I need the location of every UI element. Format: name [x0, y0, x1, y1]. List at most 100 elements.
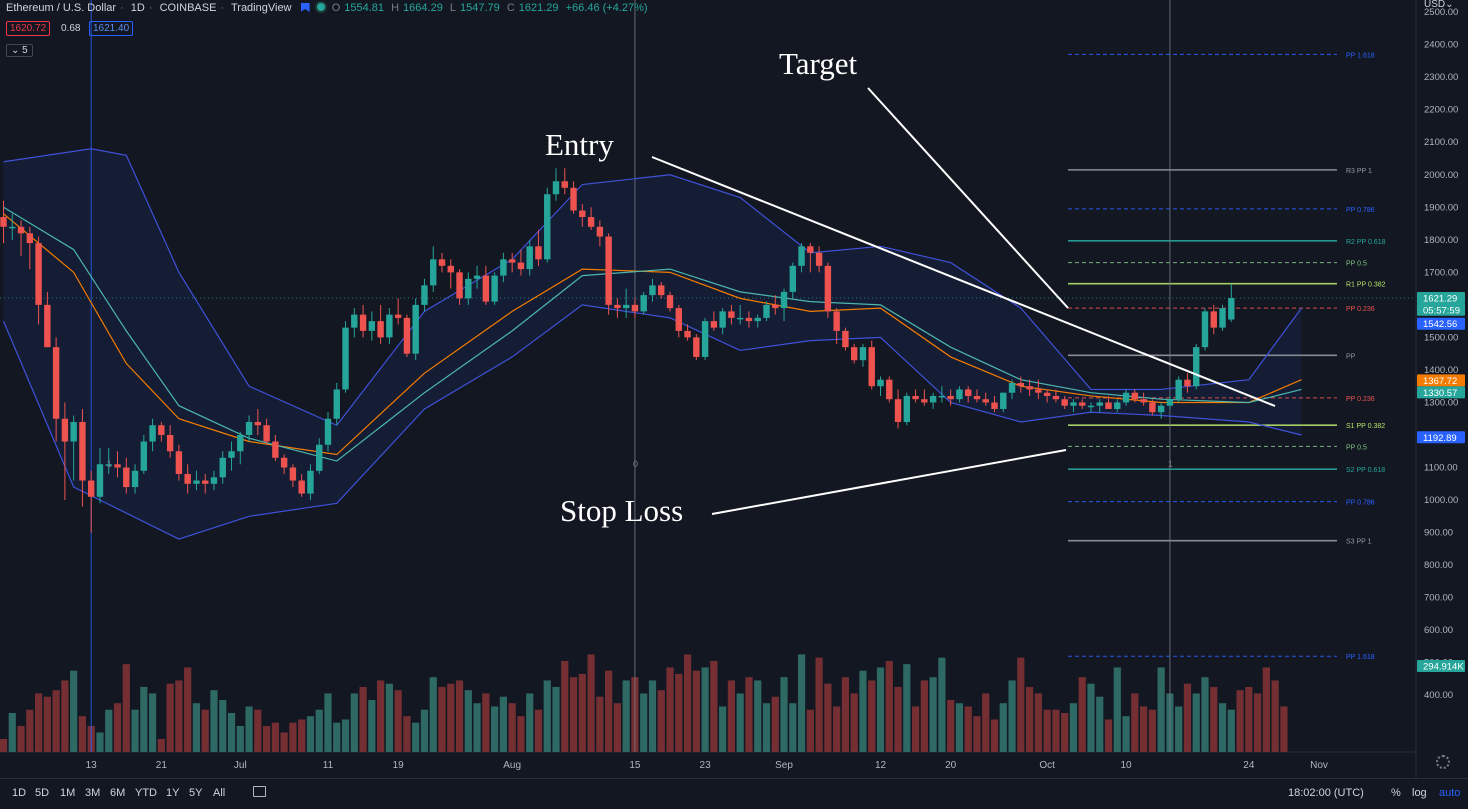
candle-body	[605, 236, 612, 305]
volume-bar	[947, 699, 955, 752]
volume-bar	[508, 703, 516, 752]
volume-bar	[412, 722, 420, 752]
currency-selector[interactable]: USD⌄	[1424, 0, 1454, 10]
flag-icon[interactable]	[300, 3, 310, 12]
candle-body	[394, 314, 402, 318]
volume-bar	[96, 732, 104, 752]
ema-teal-line	[3, 206, 1302, 462]
y-tick-label: 2400.00	[1424, 40, 1458, 51]
volume-bar	[201, 709, 209, 752]
timeframe-1m[interactable]: 1M	[60, 787, 76, 799]
volume-bar	[1271, 680, 1279, 752]
volume-bar	[0, 738, 8, 752]
pivot-label: S2 PP 0.618	[1346, 467, 1385, 474]
volume-bar	[70, 670, 78, 752]
low-label: L	[449, 2, 456, 14]
volume-bar	[964, 706, 972, 752]
x-tick-label: Nov	[1310, 760, 1328, 771]
price-label-box	[1417, 303, 1465, 316]
candle-body	[552, 181, 560, 195]
date-range-icon[interactable]	[253, 786, 266, 797]
candle-body	[412, 304, 419, 354]
utc-clock[interactable]: 18:02:00 (UTC)	[1288, 787, 1364, 799]
y-tick-label: 1500.00	[1424, 332, 1458, 343]
candle-body	[561, 181, 568, 188]
volume-bar	[420, 709, 429, 752]
candle-body	[833, 311, 840, 331]
auto-toggle[interactable]: auto	[1439, 787, 1461, 799]
volume-bar	[727, 680, 736, 752]
candle-body	[622, 304, 630, 309]
close-value: 1621.29	[518, 2, 559, 14]
candle-body	[1122, 392, 1130, 403]
volume-bar	[894, 686, 902, 752]
candle-body	[254, 421, 262, 426]
pivot-label: PP 0.236	[1346, 396, 1375, 403]
candle-body	[456, 272, 463, 299]
timeframe-1d[interactable]: 1D	[12, 787, 27, 799]
buy-price-button[interactable]: 1621.40	[89, 21, 134, 36]
timeframe-ytd[interactable]: YTD	[135, 787, 157, 799]
candle-body	[272, 441, 279, 458]
market-status-icon	[316, 3, 325, 11]
symbol-name[interactable]: Ethereum / U.S. Dollar	[6, 2, 117, 14]
volume-bar	[561, 660, 569, 752]
volume-bar	[34, 693, 43, 752]
percent-toggle[interactable]: %	[1391, 787, 1401, 799]
candle-body	[289, 467, 297, 481]
candle-body	[675, 308, 682, 331]
volume-bar	[754, 680, 762, 752]
marker-label: 0	[633, 459, 638, 469]
timeframe-6m[interactable]: 6M	[110, 787, 126, 799]
y-tick-label: 1100.00	[1424, 463, 1458, 474]
volume-bar	[920, 680, 928, 752]
candle-body	[70, 421, 77, 442]
candle-body	[1035, 389, 1042, 393]
low-value: 1547.79	[460, 2, 500, 14]
timeframe-5d[interactable]: 5D	[35, 787, 50, 799]
candle-body	[1096, 402, 1103, 406]
exchange: COINBASE	[159, 2, 217, 14]
pivot-label: PP	[1346, 353, 1356, 360]
candle-body	[9, 226, 16, 229]
volume-bar	[596, 696, 604, 752]
interval[interactable]: 1D	[130, 2, 145, 14]
candle-body	[991, 402, 998, 409]
volume-bar	[455, 680, 464, 752]
log-toggle[interactable]: log	[1412, 787, 1427, 799]
volume-bar	[1061, 712, 1069, 752]
candle-body	[544, 194, 551, 260]
settings-gear-icon[interactable]	[1436, 755, 1450, 769]
candle-body	[1079, 402, 1086, 406]
candle-body	[184, 474, 191, 484]
pivot-label: R3 PP 1	[1346, 168, 1372, 175]
volume-bar	[771, 696, 779, 752]
timeframe-3m[interactable]: 3M	[85, 787, 101, 799]
candle-body	[1026, 386, 1033, 390]
candle-body	[728, 311, 735, 318]
volume-bar	[227, 712, 236, 752]
candle-body	[1000, 392, 1007, 409]
volume-bar	[1025, 686, 1034, 752]
candle-body	[263, 425, 270, 442]
candle-body	[614, 304, 621, 309]
candle-body	[237, 434, 244, 452]
volume-bar	[385, 683, 393, 752]
candle-body	[26, 233, 34, 244]
volume-bar	[359, 686, 367, 752]
x-tick-label: 10	[1120, 760, 1132, 771]
candle-body	[973, 395, 981, 400]
candle-body	[701, 321, 709, 357]
candle-body	[1043, 392, 1051, 396]
volume-bar	[543, 680, 551, 752]
source: TradingView	[230, 2, 292, 14]
timeframe-all[interactable]: All	[213, 787, 226, 799]
indicators-toggle[interactable]: ⌄ 5	[6, 44, 33, 57]
annotation-entry: Entry	[545, 127, 614, 162]
timeframe-1y[interactable]: 1Y	[166, 787, 180, 799]
volume-bar	[1192, 693, 1200, 752]
timeframe-5y[interactable]: 5Y	[189, 787, 203, 799]
candle-body	[1210, 311, 1217, 328]
sell-price-button[interactable]: 1620.72	[6, 21, 51, 36]
